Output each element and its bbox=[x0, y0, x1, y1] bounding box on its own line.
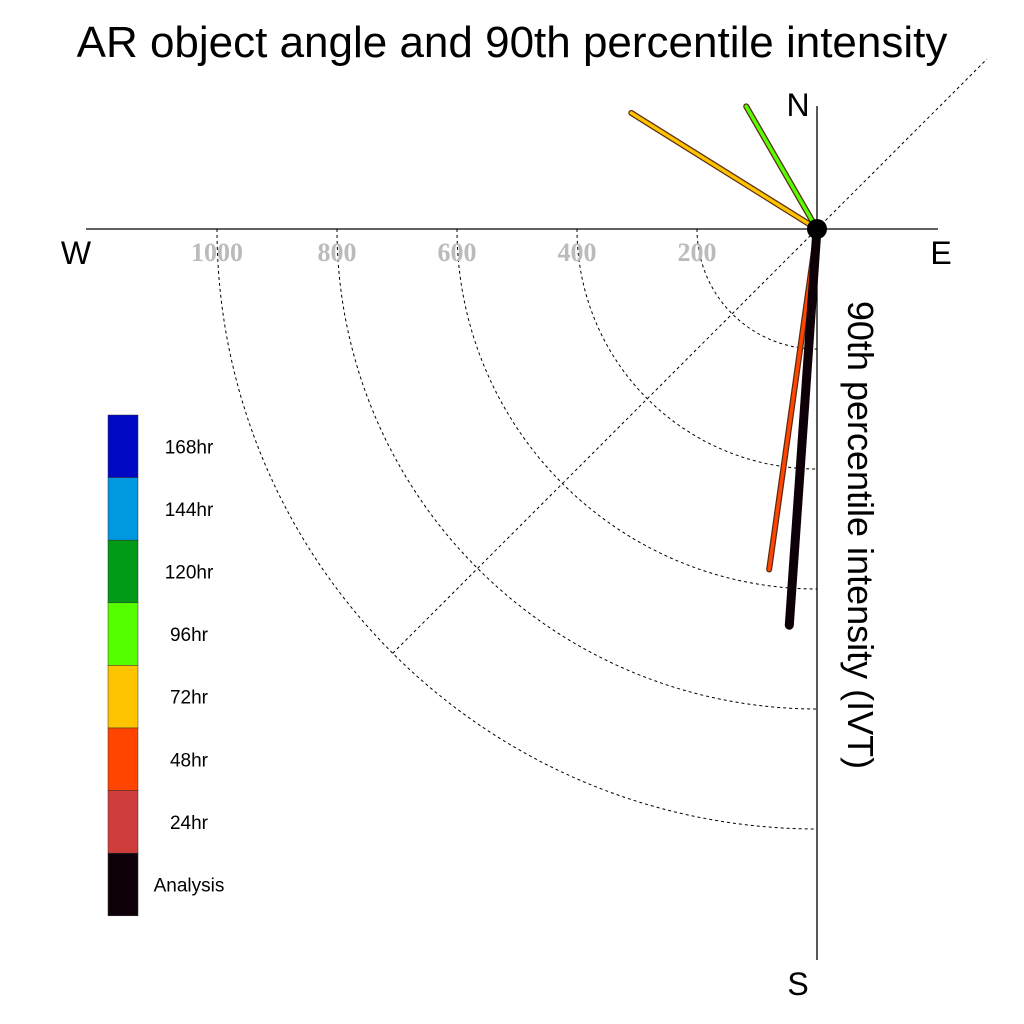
legend-swatch bbox=[107, 665, 139, 729]
legend-label: 168hr bbox=[165, 437, 214, 458]
radial-tick-label: 200 bbox=[678, 238, 717, 267]
series-line-96hr bbox=[743, 103, 820, 232]
east-label: E bbox=[930, 235, 951, 271]
legend-label: 24hr bbox=[170, 813, 209, 834]
radial-tick-label: 400 bbox=[558, 238, 597, 267]
legend-label: 48hr bbox=[170, 750, 209, 771]
legend-swatch bbox=[107, 539, 139, 604]
series-line-fill bbox=[629, 111, 819, 231]
south-label: S bbox=[787, 966, 808, 1002]
range-ring bbox=[696, 228, 818, 350]
range-ring bbox=[216, 228, 818, 830]
legend-label: Analysis bbox=[154, 876, 225, 897]
radial-axis-label: 90th percentile intensity (IVT) bbox=[840, 301, 881, 769]
legend-label: 96hr bbox=[170, 625, 209, 646]
radial-tick-labels: 200 400 600 800 1000 bbox=[191, 238, 717, 267]
polar-grid bbox=[216, 58, 988, 830]
legend-label: 120hr bbox=[165, 563, 214, 584]
radial-tick-label: 800 bbox=[318, 238, 357, 267]
legend-swatch bbox=[107, 790, 139, 854]
north-label: N bbox=[786, 87, 809, 123]
series-line-72hr bbox=[628, 109, 820, 232]
radial-tick-label: 600 bbox=[438, 238, 477, 267]
legend-swatch bbox=[107, 477, 139, 541]
legend-label: 72hr bbox=[170, 688, 209, 709]
series-line-fill bbox=[744, 104, 819, 231]
series-lines bbox=[628, 103, 822, 630]
legend-label: 144hr bbox=[165, 500, 214, 521]
origin-marker bbox=[807, 219, 827, 239]
legend-swatch bbox=[107, 727, 139, 791]
west-label: W bbox=[61, 235, 92, 271]
legend-swatch bbox=[107, 852, 139, 917]
legend-swatch bbox=[107, 414, 139, 478]
diagonal-gridline bbox=[392, 58, 988, 654]
series-line-analysis bbox=[784, 224, 822, 630]
radial-tick-label: 1000 bbox=[191, 238, 243, 267]
legend: 168hr 144hr 120hr 96hr 72hr 48hr 24hr Analysis bbox=[107, 414, 225, 917]
chart-title: AR object angle and 90th percentile inte… bbox=[77, 18, 948, 67]
legend-swatch bbox=[107, 602, 139, 666]
